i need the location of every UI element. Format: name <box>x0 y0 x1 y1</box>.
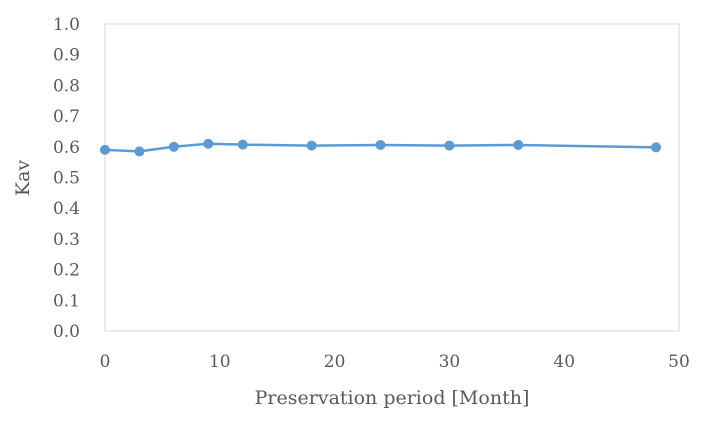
y-tick-label: 0.7 <box>53 107 80 127</box>
x-tick-label: 40 <box>553 352 575 372</box>
y-tick-label: 0.2 <box>53 261 80 281</box>
y-tick-label: 0.6 <box>53 138 80 158</box>
y-tick-label: 0.4 <box>53 199 80 219</box>
data-point <box>444 140 455 151</box>
y-axis-title: Kav <box>12 160 34 197</box>
y-tick-label: 0.1 <box>53 291 80 311</box>
x-tick-label: 50 <box>668 352 690 372</box>
data-point <box>168 141 179 152</box>
data-point <box>203 138 214 149</box>
series-layer <box>100 138 662 157</box>
x-tick-label: 30 <box>439 352 461 372</box>
y-tick-label: 1.0 <box>53 15 80 35</box>
x-tick-label: 20 <box>324 352 346 372</box>
data-point <box>237 139 248 150</box>
data-point <box>134 146 145 157</box>
y-tick-label: 0.3 <box>53 230 80 250</box>
y-tick-label: 0.9 <box>53 46 80 66</box>
x-tick-label: 10 <box>209 352 231 372</box>
data-point <box>375 139 386 150</box>
data-point <box>651 142 662 153</box>
y-tick-label: 0.0 <box>53 322 80 342</box>
y-axis-ticks: 0.0 0.1 0.2 0.3 0.4 0.5 0.6 0.7 0.8 0.9 1.0 <box>53 15 80 342</box>
x-axis-title: Preservation period [Month] <box>255 387 530 409</box>
data-point <box>513 139 524 150</box>
data-point <box>306 140 317 151</box>
y-tick-label: 0.8 <box>53 76 80 96</box>
plot-area <box>104 23 680 332</box>
x-axis-ticks: 0 10 20 30 40 50 <box>100 352 690 372</box>
series-line <box>103 142 658 153</box>
data-point <box>100 144 110 155</box>
x-tick-label: 0 <box>100 352 111 372</box>
y-tick-label: 0.5 <box>53 169 80 189</box>
